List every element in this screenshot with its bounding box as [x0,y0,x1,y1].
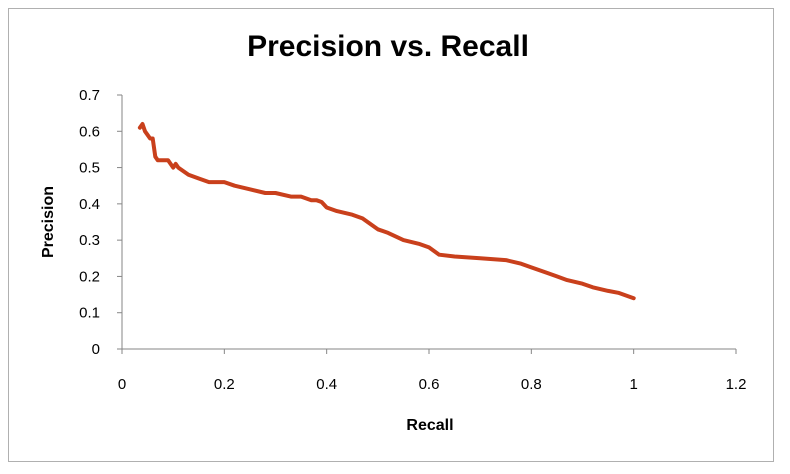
y-tick-label: 0.5 [79,160,100,177]
y-tick-label: 0.3 [79,232,100,249]
x-tick-label: 1 [629,376,637,393]
x-tick-label: 1.2 [726,376,747,393]
y-tick-label: 0.6 [79,123,100,140]
x-tick-label: 0 [118,376,126,393]
x-tick-label: 0.8 [521,376,542,393]
y-tick-label: 0 [92,341,100,358]
x-tick-label: 0.4 [316,376,337,393]
x-tick-label: 0.6 [419,376,440,393]
chart-title: Precision vs. Recall [247,30,529,63]
series-line [137,122,636,301]
y-tick-label: 0.1 [79,305,100,322]
y-tick-label: 0.7 [79,87,100,104]
y-tick-label: 0.2 [79,268,100,285]
y-axis-label: Precision [40,186,57,258]
x-tick-label: 0.2 [214,376,235,393]
y-tick-label: 0.4 [79,196,100,213]
x-axis-label: Recall [406,417,453,434]
